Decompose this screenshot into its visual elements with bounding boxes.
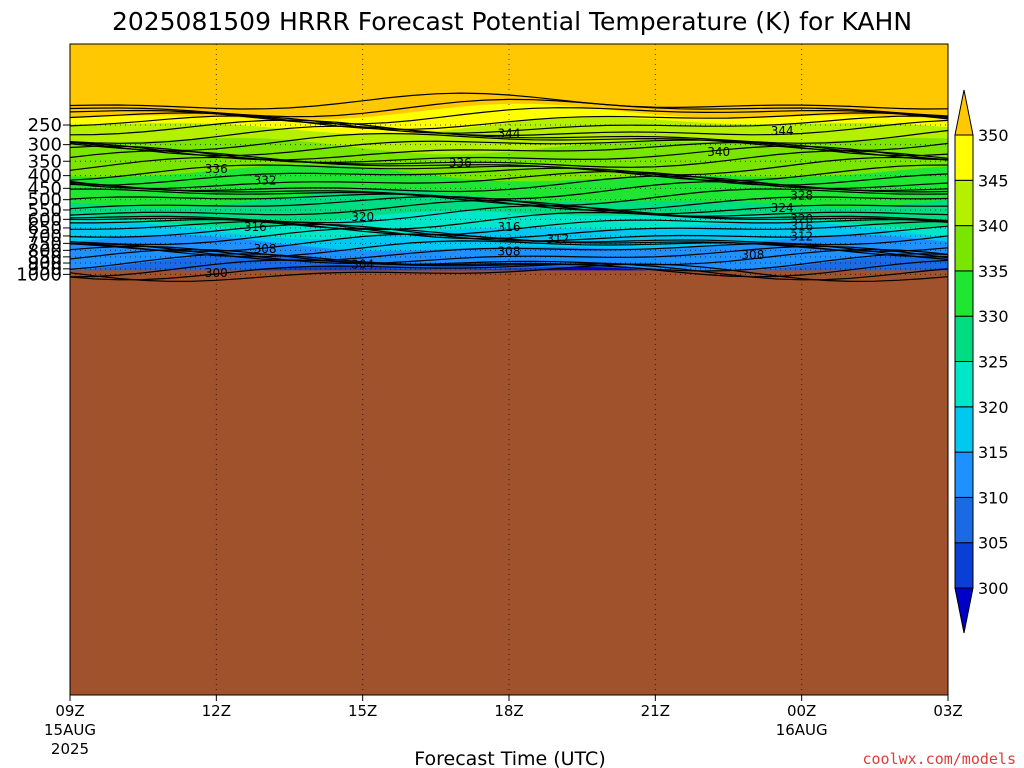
- contour-label: 320: [790, 212, 813, 226]
- colorbar-swatch: [954, 134, 974, 181]
- y-tick-label: 250: [28, 115, 62, 136]
- x-tick-label: 09Z: [55, 702, 84, 720]
- y-tick-label: 500: [28, 190, 62, 211]
- colorbar-swatch: [954, 451, 974, 498]
- contour-line: [70, 220, 949, 240]
- x-tick-label: 15Z: [348, 702, 377, 720]
- contour-line: [69, 125, 949, 144]
- contour-label: 308: [498, 244, 521, 258]
- colorbar-label: 310: [978, 488, 1009, 507]
- colorbar: 300 305 310 315 320 325 330 335 340 345 350: [954, 89, 1009, 634]
- contour-label: 304: [351, 257, 374, 271]
- contour-line: [69, 141, 949, 161]
- y-tick-label: 400: [28, 166, 62, 187]
- contour-label: 312: [790, 229, 813, 243]
- y-tick-label: 900: [28, 253, 62, 274]
- colorbar-label: 335: [978, 262, 1009, 281]
- watermark: coolwx.com/models: [862, 750, 1016, 768]
- colorbar-swatch: [954, 406, 974, 453]
- contour-line: [69, 115, 949, 134]
- contour-label: 320: [351, 210, 374, 224]
- contour-label: 344: [771, 124, 794, 138]
- colorbar-swatch: [954, 361, 974, 408]
- contour-line: [69, 150, 949, 168]
- y-tick-label: 750: [28, 233, 62, 254]
- y-tick-label: 600: [28, 209, 62, 230]
- contour-label: 308: [254, 242, 277, 256]
- colorbar-swatch: [954, 496, 974, 544]
- contour-line: [69, 164, 949, 182]
- x-tick-date: 16AUG: [776, 721, 828, 739]
- contour-label: 328: [790, 188, 813, 202]
- contour-label: 316: [790, 219, 813, 233]
- colorbar-label: 330: [978, 307, 1009, 326]
- y-axis: 2503003504004505005506006507007508008509…: [16, 115, 70, 285]
- y-tick-label: 450: [28, 178, 62, 199]
- colorbar-swatch: [954, 179, 974, 227]
- contour-line: [69, 170, 949, 190]
- y-tick-label: 850: [28, 247, 62, 268]
- colorbar-extend-top: [954, 89, 974, 136]
- x-tick-label: 03Z: [933, 702, 962, 720]
- colorbar-label: 300: [978, 579, 1009, 598]
- contour-label: 312: [546, 232, 569, 246]
- colorbar-label: 315: [978, 443, 1009, 462]
- y-tick-label: 300: [28, 135, 62, 156]
- contour-label: 300: [205, 266, 228, 280]
- x-tick-year: 2025: [51, 740, 89, 758]
- x-axis-label: Forecast Time (UTC): [414, 748, 605, 768]
- x-tick-label: 21Z: [641, 702, 670, 720]
- colorbar-swatch: [954, 270, 974, 317]
- colorbar-label: 320: [978, 398, 1009, 417]
- colorbar-label: 305: [978, 534, 1009, 553]
- colorbar-label: 340: [978, 217, 1009, 236]
- contour-label: 324: [771, 201, 794, 215]
- contour-label: 332: [254, 174, 277, 188]
- y-tick-label: 650: [28, 218, 62, 239]
- x-tick-label: 18Z: [494, 702, 523, 720]
- chart-title: 2025081509 HRRR Forecast Potential Tempe…: [112, 7, 912, 36]
- contour-line: [69, 181, 949, 200]
- x-tick-label: 12Z: [202, 702, 231, 720]
- x-tick-date: 15AUG: [44, 721, 96, 739]
- contour-line: [69, 205, 949, 224]
- x-tick-label: 00Z: [787, 702, 816, 720]
- color-band: [70, 44, 948, 110]
- colorbar-swatch: [954, 225, 974, 272]
- y-tick-label: 950: [28, 259, 62, 280]
- contour-line: [69, 195, 949, 215]
- y-tick-label: 550: [28, 200, 62, 221]
- contour-label: 340: [707, 145, 730, 159]
- contour-label: 344: [498, 126, 521, 140]
- y-tick-label: 800: [28, 240, 62, 261]
- colorbar-swatch: [954, 542, 974, 589]
- colorbar-extend-bottom: [954, 587, 974, 634]
- colorbar-label: 350: [978, 126, 1009, 145]
- contour-label: 316: [498, 220, 521, 234]
- contour-line: [69, 223, 949, 242]
- colorbar-swatch: [954, 315, 974, 363]
- colorbar-label: 325: [978, 353, 1009, 372]
- contour-label: 336: [449, 156, 472, 170]
- contour-label: 308: [741, 248, 764, 262]
- y-tick-label: 350: [28, 151, 62, 172]
- colorbar-label: 345: [978, 171, 1009, 190]
- contour-line: [69, 240, 949, 258]
- contour-line: [69, 263, 949, 283]
- y-tick-label: 700: [28, 226, 62, 247]
- contour-label: 316: [244, 220, 267, 234]
- contour-label: 336: [205, 162, 228, 176]
- y-tick-label: 1000: [16, 264, 62, 285]
